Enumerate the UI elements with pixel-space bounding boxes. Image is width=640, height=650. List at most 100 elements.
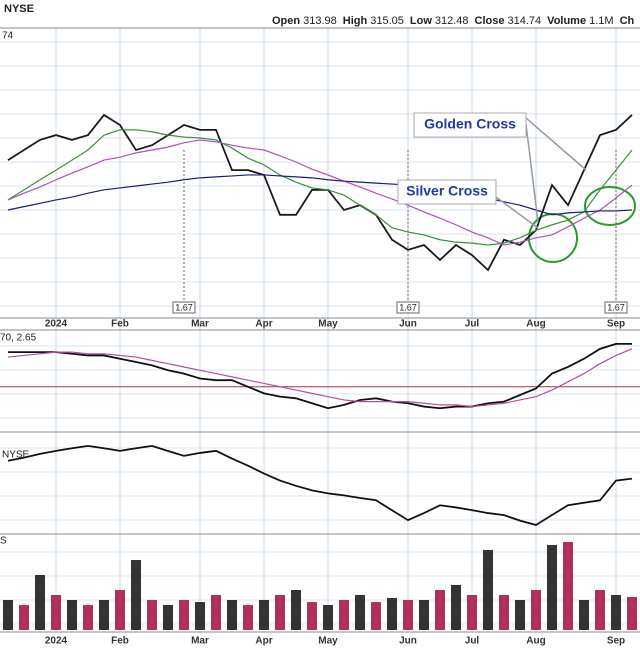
annotation: Silver Cross — [406, 183, 488, 199]
annotation-arrow — [495, 196, 539, 229]
volume-bar — [435, 590, 445, 630]
x-tick-label: Feb — [111, 319, 129, 330]
series-line — [8, 342, 632, 410]
volume-bar — [35, 575, 45, 630]
quote-line: Open 313.98 High 315.05 Low 312.48 Close 314.74… — [272, 15, 635, 27]
quote-label: Volume — [547, 15, 586, 27]
x-tick-label: Jul — [465, 636, 480, 647]
volume-bar — [275, 594, 285, 630]
volume-bar — [83, 605, 93, 630]
volume-bar — [19, 605, 29, 630]
x-tick-label: Mar — [191, 319, 209, 330]
dividend-box — [396, 301, 420, 314]
annotation-arrow — [525, 123, 539, 223]
volume-bar — [563, 542, 573, 630]
panel-fragment: S — [0, 536, 7, 547]
volume-bar — [131, 560, 141, 630]
volume-bar — [547, 545, 557, 630]
volume-bar — [307, 602, 317, 630]
x-tick-label: Jul — [465, 319, 480, 330]
quote-value: 1.1M — [589, 15, 613, 27]
quote-label: Open — [272, 15, 300, 27]
quote-label: High — [343, 15, 368, 27]
volume-bar — [355, 594, 365, 630]
volume-bar — [579, 600, 589, 630]
x-tick-label: Aug — [526, 636, 545, 647]
x-tick-label: Mar — [191, 636, 209, 647]
x-tick-label: May — [318, 636, 338, 647]
volume-bar — [259, 600, 269, 630]
dividend-label: 1.67 — [399, 302, 417, 312]
volume-bar — [291, 590, 301, 630]
volume-bar — [595, 590, 605, 630]
x-tick-label: Apr — [255, 636, 272, 647]
series-line — [7, 348, 633, 408]
volume-bar — [195, 602, 205, 630]
volume-bar — [611, 594, 621, 630]
volume-bar — [99, 600, 109, 630]
dividend-label: 1.67 — [607, 302, 625, 312]
x-tick-label: Sep — [607, 636, 625, 647]
annotation: Golden Cross — [424, 116, 516, 132]
x-tick-label: Jun — [399, 636, 417, 647]
annotation-box — [413, 112, 527, 138]
annotation-arrow — [525, 117, 587, 171]
quote-value: 315.05 — [370, 15, 404, 27]
volume-bar — [371, 602, 381, 630]
volume-bar — [243, 605, 253, 630]
volume-bar — [227, 600, 237, 630]
series-line — [7, 129, 633, 246]
x-tick-label: Feb — [111, 636, 129, 647]
x-tick-label: 2024 — [45, 319, 68, 330]
volume-bar — [211, 594, 221, 630]
volume-bar — [515, 600, 525, 630]
volume-bar — [323, 605, 333, 630]
highlight-circle — [528, 213, 578, 263]
x-tick-label: 2024 — [45, 636, 68, 647]
x-tick-label: Apr — [255, 319, 272, 330]
volume-bar — [3, 600, 13, 630]
quote-label: Low — [410, 15, 432, 27]
highlight-circle — [584, 186, 636, 226]
volume-bar — [115, 590, 125, 630]
x-tick-label: Aug — [526, 319, 545, 330]
volume-bar — [67, 600, 77, 630]
quote-label: Close — [475, 15, 505, 27]
volume-bar — [531, 590, 541, 630]
dividend-box — [172, 301, 196, 314]
volume-bar — [499, 594, 509, 630]
volume-bar — [179, 600, 189, 630]
quote-value: 313.98 — [303, 15, 337, 27]
volume-bar — [387, 597, 397, 630]
series-line — [7, 113, 633, 272]
quote-value: 312.48 — [435, 15, 469, 27]
panel-fragment: 70, 2.65 — [0, 333, 37, 344]
volume-bar — [147, 600, 157, 630]
background-grid — [0, 28, 640, 632]
volume-bar — [467, 594, 477, 630]
series-line — [7, 444, 633, 526]
exchange: NYSE — [4, 3, 34, 15]
panel-fragment: NYSE — [2, 450, 30, 461]
x-tick-label: May — [318, 319, 338, 330]
dividend-box — [604, 301, 628, 314]
volume-bar — [419, 600, 429, 630]
annotation-box — [397, 179, 497, 205]
volume-bar — [339, 600, 349, 630]
series-line — [7, 174, 633, 216]
volume-bar — [51, 594, 61, 630]
panel-fragment: 74 — [2, 31, 14, 42]
volume-bar — [403, 600, 413, 630]
dividend-label: 1.67 — [175, 302, 193, 312]
volume-bar — [451, 585, 461, 630]
x-tick-label: Jun — [399, 319, 417, 330]
quote-label: Ch — [620, 15, 635, 27]
volume-bar — [483, 549, 493, 630]
x-tick-label: Sep — [607, 319, 625, 330]
series-line — [7, 139, 633, 246]
volume-bar — [163, 605, 173, 630]
volume-bar — [627, 597, 637, 630]
quote-value: 314.74 — [508, 15, 542, 27]
